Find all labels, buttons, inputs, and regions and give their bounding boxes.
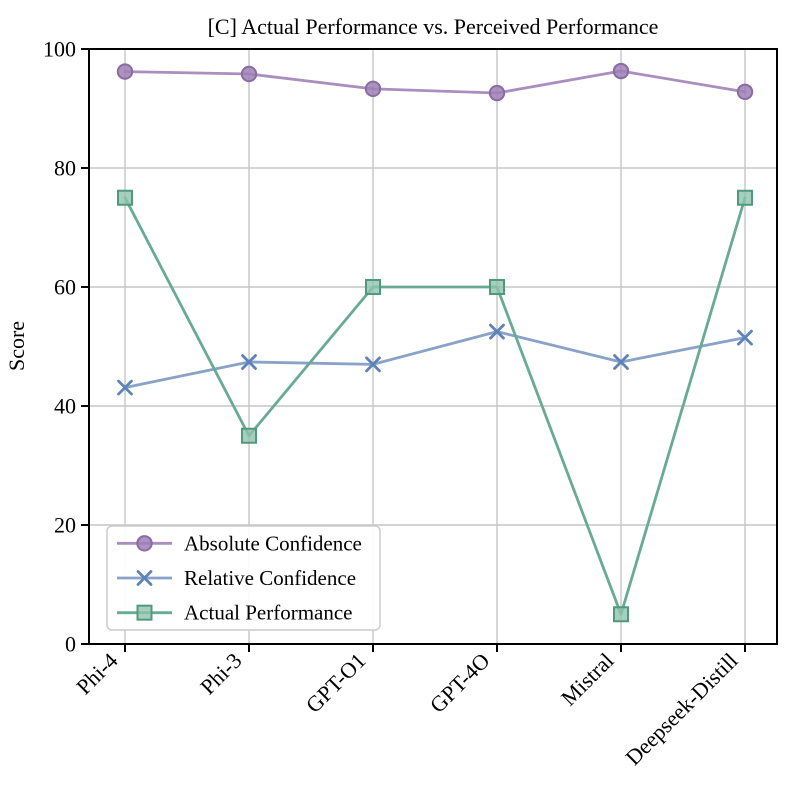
axes-layer: 0 20 40 60 80 100 Phi-4 Phi-3 GPT-O1 GPT-4O Mistra… <box>43 37 778 770</box>
legend-item-absolute-confidence: Absolute Confidence <box>117 531 362 555</box>
data-point-marker-square <box>117 189 133 206</box>
data-point-marker-circle <box>612 62 630 80</box>
x-tick-label: Phi-3 <box>195 648 246 699</box>
series-actual-performance <box>117 189 753 623</box>
y-tick-label: 40 <box>54 394 76 419</box>
y-tick-label: 20 <box>54 513 76 538</box>
data-point-marker-circle <box>488 84 506 102</box>
x-tick-label: GPT-4O <box>425 648 495 718</box>
data-point-marker-square <box>365 279 381 295</box>
data-point-marker-circle <box>364 80 382 98</box>
data-point-marker-circle <box>736 83 754 101</box>
legend-item-actual-performance: Actual Performance <box>117 601 353 625</box>
data-point-marker-x <box>136 570 153 586</box>
x-tick-label: Phi-4 <box>71 648 122 699</box>
x-tick-label: GPT-O1 <box>301 648 371 718</box>
legend-item-relative-confidence: Relative Confidence <box>117 566 356 590</box>
data-point-marker-circle <box>136 535 153 552</box>
y-axis-label: Score <box>4 321 29 371</box>
legend-label: Actual Performance <box>184 601 353 625</box>
y-tick-label: 60 <box>54 275 76 300</box>
data-point-marker-square <box>737 189 753 206</box>
legend: Absolute Confidence Relative Confidence Ac… <box>106 525 381 631</box>
data-point-marker-x <box>489 323 505 340</box>
y-tick-label: 80 <box>54 156 76 181</box>
series-absolute-confidence <box>116 62 754 102</box>
data-point-marker-circle <box>240 65 258 83</box>
series-line-absolute-confidence <box>123 69 747 95</box>
series-line-actual-performance <box>123 196 747 616</box>
x-tick-label: Deepseek-Distill <box>620 648 742 770</box>
data-point-marker-x <box>241 354 257 370</box>
y-tick-label: 0 <box>65 632 76 657</box>
data-point-marker-square <box>489 279 505 295</box>
chart-title: [C] Actual Performance vs. Perceived Per… <box>208 14 659 39</box>
data-point-marker-x <box>613 354 629 370</box>
legend-label: Relative Confidence <box>184 566 356 590</box>
y-tick-label: 100 <box>43 37 76 62</box>
legend-label: Absolute Confidence <box>184 531 362 555</box>
data-point-marker-x <box>365 356 381 373</box>
series-layer <box>116 62 754 623</box>
plot-border <box>88 48 778 645</box>
legend-box <box>106 525 381 631</box>
series-relative-confidence <box>117 323 753 396</box>
series-line-relative-confidence <box>123 330 747 389</box>
data-point-marker-x <box>737 329 753 346</box>
data-point-marker-x <box>117 379 133 396</box>
data-point-marker-square <box>136 604 153 621</box>
x-tick-label: Mistral <box>556 648 619 711</box>
data-point-marker-square <box>241 427 257 444</box>
data-point-marker-square <box>613 606 629 623</box>
data-point-marker-circle <box>116 63 134 80</box>
